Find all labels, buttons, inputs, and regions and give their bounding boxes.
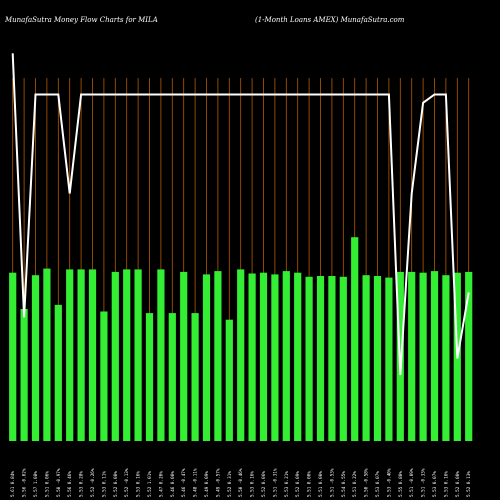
x-tick-label: 5.54 0.55% (341, 471, 347, 497)
bar (202, 274, 211, 441)
x-tick-label: 5.56 -0.02% (22, 468, 28, 497)
bar (20, 309, 28, 441)
x-tick-label: 5.52 0.00% (113, 471, 119, 497)
x-tick-label: 5.46 0.00% (170, 471, 176, 497)
x-tick-label: 5.47 0.20% (158, 471, 164, 497)
bar (214, 271, 222, 441)
bar (237, 269, 245, 441)
bar (419, 272, 427, 441)
bar (294, 272, 302, 441)
chart-title: MunafaSutra Money Flow Charts for MILA (4, 16, 158, 24)
x-tick-label: 5.52 0.00% (455, 471, 461, 497)
x-tick-label: 5.52 0.13% (466, 471, 472, 497)
bar (43, 268, 51, 441)
chart-subtitle: (1-Month Loans AMEX) MunafaSutra.com (255, 16, 405, 24)
x-tick-label: 5.49 -0.57% (215, 468, 221, 497)
money-flow-line (11, 53, 470, 376)
x-tick-label: 5.56 0.46% (67, 471, 73, 497)
x-tick-label: 5.53 0.07% (375, 471, 381, 497)
x-tick-label: 5.53 0.11% (101, 471, 107, 497)
x-tick-label: 5.52 1.01% (147, 471, 153, 497)
x-tick-label: 5.57 1.08% (33, 471, 39, 497)
x-tick-label: 5.51 -0.53% (329, 468, 335, 497)
x-tick-label: 5.53 0.21% (284, 471, 290, 497)
bars (9, 237, 473, 441)
x-tick-label: 5.46 -0.47% (181, 468, 187, 497)
x-tick-label: 5.51 -0.31% (272, 468, 278, 497)
x-tick-label: 5.55 0.80% (398, 471, 404, 497)
bar (271, 274, 279, 441)
bar (362, 275, 370, 441)
x-tick-label: 5.53 0.28% (79, 471, 85, 497)
bar (373, 276, 382, 441)
bar (316, 276, 325, 441)
x-tick-label: 5.51 -0.09% (409, 468, 415, 497)
x-tick-label: 5.50 -0.97% (56, 468, 62, 497)
x-tick-label: 5.53 0.16% (443, 471, 449, 497)
bar (123, 269, 131, 441)
bar (31, 275, 40, 441)
x-tick-label: 5.52 -0.26% (90, 468, 96, 497)
bar (145, 313, 154, 441)
bar (134, 269, 142, 441)
x-tick-label: 5.48 -0.11% (193, 468, 199, 497)
bar (54, 304, 62, 441)
x-tick-label: 5.51 -0.33% (421, 468, 427, 497)
bar (259, 272, 268, 441)
bar (248, 273, 256, 441)
bar (328, 276, 336, 441)
bar (442, 275, 450, 441)
x-tick-label: 5.51 0.00% (318, 471, 324, 497)
x-tick-label: 5.51 0.22% (352, 471, 358, 497)
bar (339, 276, 347, 441)
bar (168, 313, 176, 441)
x-tick-label: 5.61 0.84% (10, 471, 16, 497)
x-tick-label: 5.51 0.00% (307, 471, 313, 497)
bar (305, 276, 313, 441)
bar (385, 277, 393, 441)
bar (282, 271, 290, 441)
x-tick-label: 5.53 0.07% (432, 471, 438, 497)
x-tick-label: 5.53 -0.40% (386, 468, 392, 497)
bar (225, 319, 233, 441)
x-tick-label: 5.52 -0.13% (124, 468, 130, 497)
bar (430, 271, 439, 441)
bar (465, 271, 473, 441)
bar (111, 271, 119, 441)
bar (408, 271, 416, 441)
x-tick-label: 5.53 0.16% (136, 471, 142, 497)
x-tick-label: 5.52 0.31% (227, 471, 233, 497)
bar (77, 269, 85, 441)
bar (88, 269, 97, 441)
bar (191, 313, 199, 441)
x-tick-label: 5.51 0.06% (44, 471, 50, 497)
bar (157, 269, 165, 441)
x-tick-label: 5.50 -0.46% (238, 468, 244, 497)
x-tick-label: 5.50 -0.58% (364, 468, 370, 497)
x-tick-label: 5.52 0.06% (261, 471, 267, 497)
bar (351, 237, 359, 441)
x-tick-label: 5.49 0.09% (204, 471, 210, 497)
x-tick-label: 5.52 0.09% (295, 471, 301, 497)
x-axis-labels: 5.61 0.84% 5.56 -0.02% 5.57 1.08% 5.51 0.06… (10, 468, 472, 497)
bar (100, 311, 108, 441)
bar (180, 271, 188, 441)
bar (66, 269, 74, 441)
x-tick-label: 5.53 0.16% (250, 471, 256, 497)
bar (9, 272, 17, 441)
